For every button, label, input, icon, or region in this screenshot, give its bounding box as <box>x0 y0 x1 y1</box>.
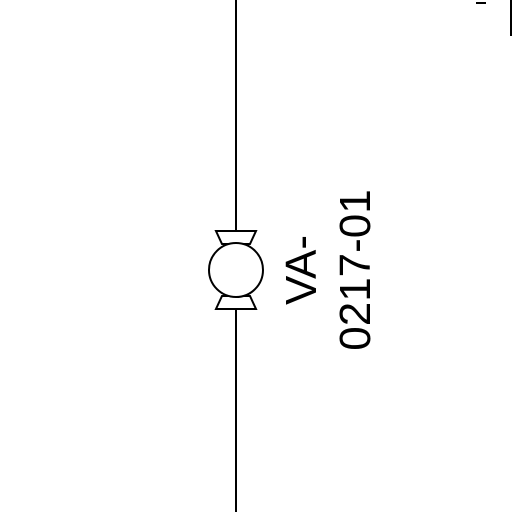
valve-tag-line2: 0217-01 <box>331 189 380 350</box>
valve-tag-label: VA- 0217-01 <box>277 189 380 350</box>
ball-valve-icon[interactable] <box>208 230 264 310</box>
valve-ball <box>208 242 264 298</box>
valve-top-flange <box>214 230 258 245</box>
valve-tag-line1: VA- <box>277 235 326 305</box>
